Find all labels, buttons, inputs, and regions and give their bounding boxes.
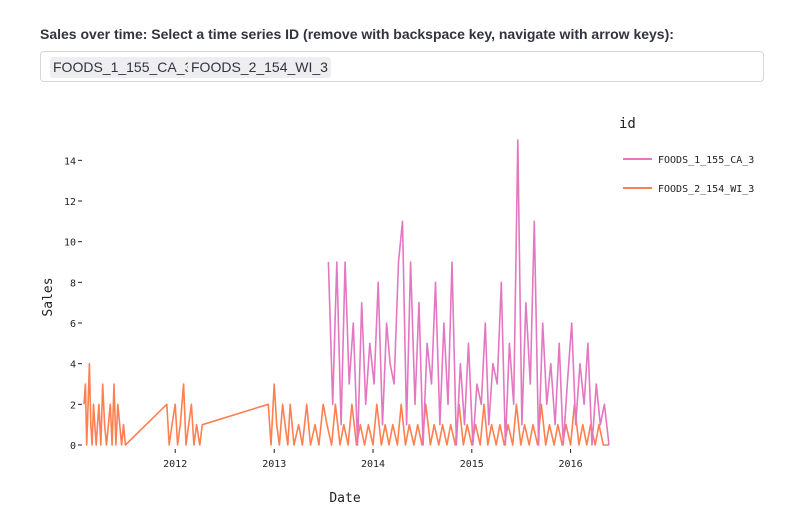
x-axis-label: Date xyxy=(329,491,360,506)
y-tick-label: 6 xyxy=(70,319,76,330)
y-tick-label: 10 xyxy=(64,238,76,249)
x-tick-label: 2015 xyxy=(460,459,484,470)
series-layer xyxy=(83,139,610,446)
x-tick-label: 2012 xyxy=(163,459,187,470)
legend-title: id xyxy=(619,116,636,132)
x-axis: 2012 2013 2014 2015 2016 xyxy=(163,449,583,470)
series-line-1 xyxy=(327,139,610,446)
legend-label-1: FOODS_1_155_CA_3 xyxy=(658,155,754,166)
y-tick-label: 2 xyxy=(70,400,76,411)
y-tick-label: 0 xyxy=(70,441,76,452)
chip-series-1[interactable]: FOODS_1_155_CA_3 xyxy=(50,57,196,78)
y-tick-label: 12 xyxy=(64,197,76,208)
chip-series-2[interactable]: FOODS_2_154_WI_3 xyxy=(188,57,331,78)
time-series-multiselect[interactable]: FOODS_1_155_CA_3 FOODS_2_154_WI_3 xyxy=(40,51,764,82)
y-tick-label: 14 xyxy=(64,156,76,167)
x-tick-label: 2013 xyxy=(262,459,286,470)
sales-line-chart: 2012 2013 2014 2015 2016 0 2 4 6 8 10 12 14 Date Sa… xyxy=(41,116,754,506)
x-tick-label: 2016 xyxy=(559,459,583,470)
series-line-2 xyxy=(83,362,609,446)
legend: id FOODS_1_155_CA_3 FOODS_2_154_WI_3 xyxy=(619,116,754,195)
selector-label: Sales over time: Select a time series ID… xyxy=(40,26,674,42)
y-tick-label: 4 xyxy=(70,360,76,371)
y-tick-label: 8 xyxy=(70,278,76,289)
legend-label-2: FOODS_2_154_WI_3 xyxy=(658,184,754,195)
y-axis-label: Sales xyxy=(41,277,56,316)
y-axis: 0 2 4 6 8 10 12 14 xyxy=(64,156,82,452)
x-tick-label: 2014 xyxy=(361,459,385,470)
